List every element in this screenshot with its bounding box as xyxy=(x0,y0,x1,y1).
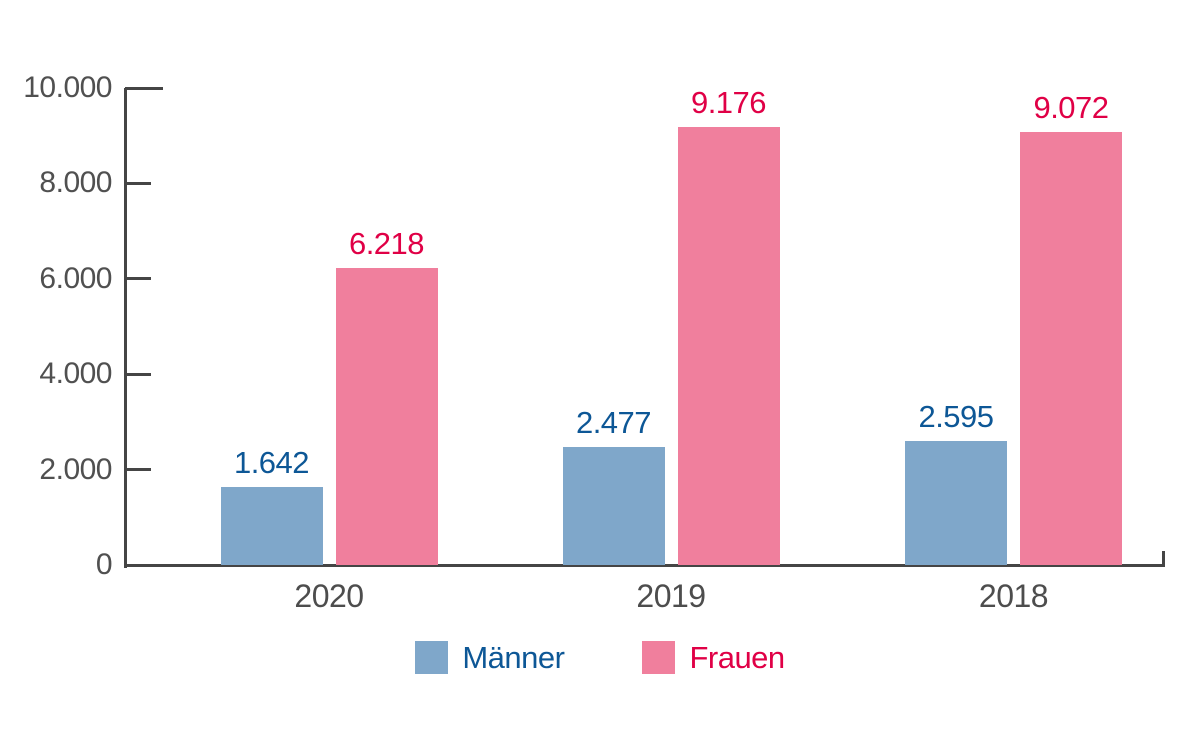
value-label-maenner-2020: 1.642 xyxy=(233,444,310,480)
bar-maenner-2018 xyxy=(905,441,1007,565)
y-axis-tick-label: 4.000 xyxy=(39,357,112,391)
legend-swatch-maenner xyxy=(415,641,449,674)
value-label-frauen-2019: 9.176 xyxy=(690,85,767,121)
y-axis-tick xyxy=(125,181,151,185)
legend: Männer Frauen xyxy=(0,641,1200,674)
y-axis-tick-label: 0 xyxy=(95,548,113,581)
x-axis-end-tick xyxy=(1162,551,1165,565)
value-label-maenner-2018: 2.595 xyxy=(918,399,994,435)
y-axis-tick xyxy=(125,277,151,281)
legend-label-frauen: Frauen xyxy=(689,640,785,675)
x-axis-label-2018: 2018 xyxy=(978,578,1049,614)
y-axis-tick xyxy=(125,86,163,90)
bar-frauen-2018 xyxy=(1020,132,1122,565)
y-axis-tick xyxy=(125,372,151,376)
bar-frauen-2019 xyxy=(677,127,780,565)
legend-label-maenner: Männer xyxy=(462,640,565,675)
x-axis-line xyxy=(125,564,1165,567)
y-axis-line xyxy=(123,88,127,568)
x-axis-label-2019: 2019 xyxy=(636,578,706,614)
y-axis-tick xyxy=(125,468,151,472)
bar-maenner-2019 xyxy=(562,446,665,565)
legend-swatch-frauen xyxy=(642,641,676,674)
legend-item-maenner: Männer xyxy=(415,640,565,675)
y-axis-tick-label: 8.000 xyxy=(39,166,112,200)
x-axis-label-2020: 2020 xyxy=(294,578,364,614)
y-axis-tick-label: 6.000 xyxy=(39,261,112,295)
value-label-maenner-2019: 2.477 xyxy=(575,404,652,440)
bar-frauen-2020 xyxy=(335,268,438,565)
legend-item-frauen: Frauen xyxy=(642,640,785,675)
value-label-frauen-2018: 9.072 xyxy=(1033,90,1109,126)
y-axis-tick-label: 2.000 xyxy=(39,452,112,486)
bar-maenner-2020 xyxy=(220,486,323,565)
value-label-frauen-2020: 6.218 xyxy=(348,226,425,262)
y-axis-tick-label: 10.000 xyxy=(23,71,112,104)
